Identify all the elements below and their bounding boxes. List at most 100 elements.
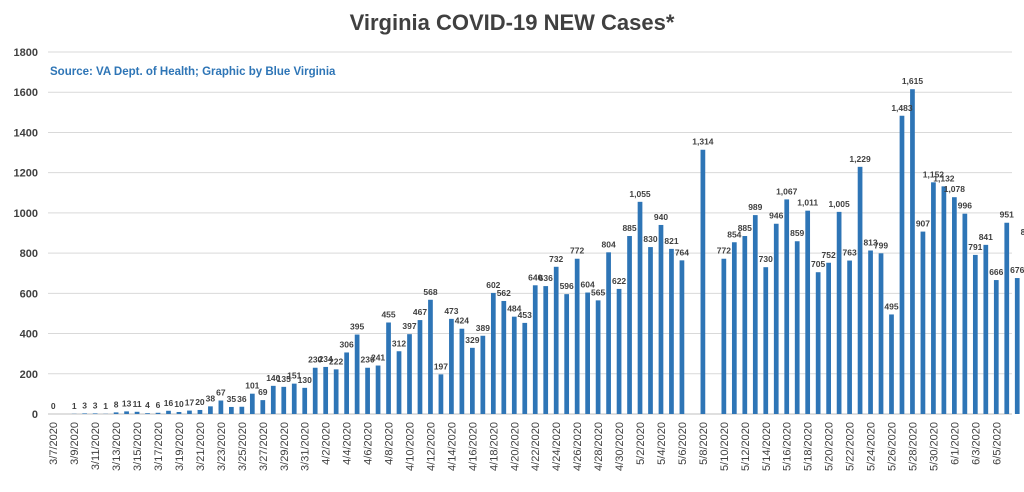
bar [731,242,737,414]
data-label: 830 [643,234,657,244]
x-tick-label: 4/16/2020 [467,422,479,471]
x-tick-label: 3/13/2020 [111,422,123,471]
data-label: 329 [465,335,479,345]
y-tick-label: 400 [20,329,38,341]
data-label: 4 [145,400,150,410]
bar [270,385,276,414]
bar [805,210,811,414]
x-tick-label: 5/14/2020 [761,422,773,471]
data-label: 397 [402,321,416,331]
data-label: 455 [381,309,395,319]
x-tick-label: 3/11/2020 [90,422,102,470]
bar [187,410,192,414]
x-tick-label: 3/23/2020 [216,422,228,471]
bar [616,288,622,414]
data-label: 636 [539,273,553,283]
bar [763,267,769,414]
data-label: 312 [392,338,406,348]
bar [574,258,580,414]
bar [836,211,842,414]
data-label: 772 [570,246,584,256]
data-label: 764 [675,247,689,257]
bar [847,260,852,414]
bar [857,166,863,414]
data-label: 0 [51,401,56,411]
data-label: 568 [423,287,437,297]
bar [417,320,423,414]
data-label: 6 [156,400,161,410]
x-tick-label: 4/8/2020 [384,422,396,465]
gridlines [48,51,1012,415]
data-label: 234 [319,354,333,364]
data-label: 8 [114,399,119,409]
bar [375,365,381,414]
data-label: 1 [103,401,108,411]
x-tick-label: 5/28/2020 [907,422,919,471]
bar [952,197,957,414]
data-label: 640 [528,272,542,282]
x-tick-label: 4/24/2020 [551,422,563,471]
x-tick-label: 3/9/2020 [69,422,81,465]
bar [931,182,936,414]
data-label: 3 [93,400,98,410]
bar [480,335,486,414]
x-tick-label: 4/20/2020 [509,422,521,471]
x-axis: 3/7/2020 3/9/2020 3/11/2020 3/13/2020 3/15/2… [48,422,1003,471]
data-label: 241 [371,353,385,363]
bar [323,366,329,414]
data-label: 885 [622,223,636,233]
data-label: 907 [916,219,930,229]
data-label: 13 [122,398,132,408]
x-tick-label: 5/30/2020 [928,422,940,471]
bar [82,413,88,414]
data-label: 1,005 [828,199,850,209]
bar [585,292,590,414]
x-tick-label: 4/30/2020 [614,422,626,471]
data-label: 763 [842,248,856,258]
bar [354,334,360,414]
x-tick-label: 3/31/2020 [300,422,312,471]
bar [889,314,894,414]
y-tick-label: 600 [20,288,38,300]
bar [648,247,653,414]
data-label: 1,615 [902,76,924,86]
x-tick-label: 3/7/2020 [48,422,60,465]
x-tick-label: 5/10/2020 [719,422,731,471]
bar [249,393,255,414]
data-label: 604 [581,280,595,290]
data-label: 424 [455,316,469,326]
data-label: 1,314 [692,137,714,147]
bar [407,334,412,414]
x-tick-label: 4/26/2020 [572,422,584,471]
x-tick-label: 5/12/2020 [740,422,752,471]
bar [773,223,779,414]
data-label: 602 [486,280,500,290]
data-label: 772 [717,246,731,256]
data-label: 940 [654,212,668,222]
bar [564,294,570,414]
x-tick-label: 4/18/2020 [488,422,500,471]
bar [470,347,475,414]
y-axis: 0 200 400 600 800 1000 1200 1400 1600 1800 [14,47,38,421]
bar [501,300,507,414]
data-label: 38 [206,393,216,403]
data-label: 389 [476,323,490,333]
y-tick-label: 1800 [14,47,38,59]
x-tick-label: 5/24/2020 [866,422,878,471]
x-tick-label: 4/28/2020 [593,422,605,471]
x-tick-label: 4/10/2020 [405,422,417,471]
data-label: 562 [497,288,511,298]
data-label: 841 [979,232,993,242]
data-label: 67 [216,388,226,398]
bar [1004,222,1010,414]
data-label: 1,055 [629,189,651,199]
data-label: 130 [298,375,312,385]
data-label: 946 [769,211,783,221]
data-label: 752 [822,250,836,260]
bar [166,410,171,414]
data-label: 69 [258,387,268,397]
x-tick-label: 3/17/2020 [153,422,165,471]
bar [155,412,161,414]
bar [312,367,318,414]
